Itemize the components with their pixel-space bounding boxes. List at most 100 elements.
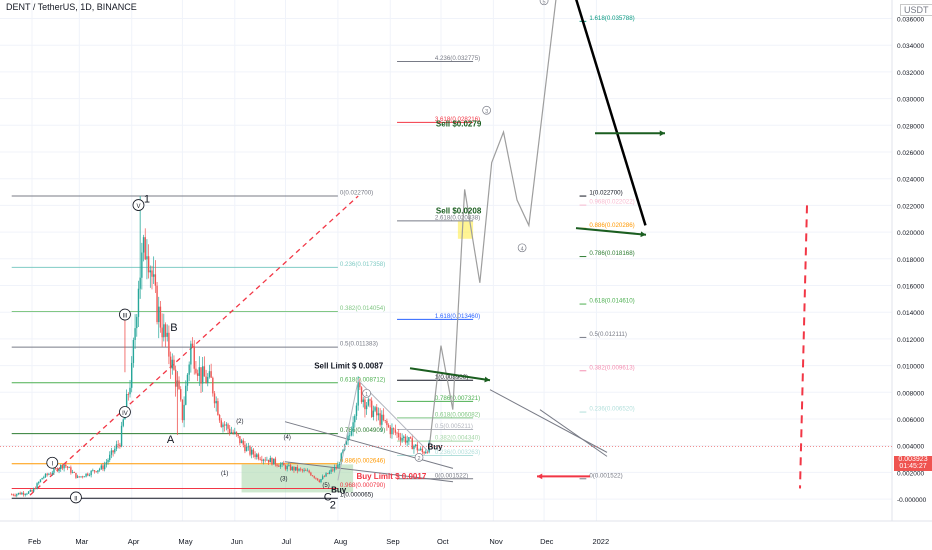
wave-label: V bbox=[136, 204, 140, 210]
candle-body bbox=[261, 459, 263, 461]
candle-body bbox=[386, 420, 388, 426]
candle-body bbox=[328, 471, 331, 474]
candle-body bbox=[21, 492, 23, 495]
candle-body bbox=[131, 362, 133, 388]
candle-body bbox=[227, 424, 229, 429]
candle-body bbox=[240, 440, 243, 444]
fib-level-label: 0.382(0.014054) bbox=[340, 305, 385, 312]
wave-label: I bbox=[51, 462, 53, 468]
candle-body bbox=[318, 480, 320, 483]
candle-body bbox=[51, 472, 53, 474]
candle-body bbox=[11, 494, 13, 496]
candle-body bbox=[132, 339, 135, 363]
candle-body bbox=[27, 491, 30, 494]
sell-0279-arrow-head bbox=[659, 130, 665, 137]
candle-body bbox=[58, 469, 60, 472]
candle-body bbox=[311, 475, 314, 477]
candle-body bbox=[195, 368, 197, 374]
candle-body bbox=[308, 470, 310, 473]
candle-body bbox=[134, 328, 136, 340]
price-tick-label: 0.030000 bbox=[897, 97, 924, 104]
candle-body bbox=[267, 459, 270, 463]
candle-body bbox=[425, 451, 427, 454]
candle-body bbox=[389, 427, 391, 435]
candle-body bbox=[345, 440, 348, 445]
candle-body bbox=[293, 466, 295, 471]
time-axis: Feb Mar Apr May Jun Jul Aug Sep Oct Nov Dec 2022 bbox=[28, 537, 609, 546]
fib-set-impulse-retracement: 0(0.022700) 0.236(0.017358) 0.382(0.014054… bbox=[11, 190, 385, 499]
candle-body bbox=[342, 450, 344, 454]
candle-body bbox=[152, 274, 155, 277]
fib-level-label: 0.5(0.012111) bbox=[589, 331, 627, 338]
candle-body bbox=[125, 393, 128, 412]
candle-body bbox=[196, 373, 199, 376]
candle-body bbox=[266, 459, 268, 461]
candle-body bbox=[191, 343, 194, 347]
candle-body bbox=[251, 449, 253, 455]
wave-label: 2 bbox=[417, 456, 420, 462]
wave-label: 5 bbox=[543, 0, 546, 5]
candle-body bbox=[193, 346, 195, 369]
chart-title: DENT / TetherUS, 1D, BINANCE bbox=[6, 2, 137, 12]
candle-body bbox=[408, 437, 410, 441]
candle-body bbox=[418, 449, 420, 451]
candle-body bbox=[142, 237, 145, 253]
fib-level-label: 0.236(0.006520) bbox=[589, 406, 634, 413]
candle-body bbox=[401, 438, 403, 441]
candle-body bbox=[159, 306, 162, 328]
candle-body bbox=[93, 470, 96, 472]
candle-body bbox=[171, 359, 173, 369]
candle-body bbox=[173, 359, 175, 370]
time-tick-label: Aug bbox=[334, 537, 347, 546]
candle-body bbox=[75, 472, 77, 478]
candle-body bbox=[327, 473, 329, 475]
candle-body bbox=[198, 367, 201, 376]
wave-label-circle bbox=[46, 456, 59, 469]
wave-label-circle bbox=[132, 199, 145, 211]
candle-body bbox=[262, 459, 265, 461]
candle-body bbox=[158, 306, 160, 323]
candle-body bbox=[78, 476, 81, 478]
channel-line-upper bbox=[489, 389, 608, 453]
candle-body bbox=[244, 444, 246, 452]
candle-body bbox=[347, 435, 349, 441]
price-tick-label: 0.008000 bbox=[897, 390, 924, 397]
candle-body bbox=[355, 405, 358, 416]
price-tick-label: 0.006000 bbox=[897, 417, 924, 424]
price-tick-label: 0.024000 bbox=[897, 177, 924, 184]
candle-body bbox=[362, 399, 364, 403]
candle-body bbox=[370, 400, 373, 418]
candle-body bbox=[73, 471, 75, 473]
time-tick-label: Feb bbox=[28, 537, 41, 546]
fib-level-label: 0.886(0.020286) bbox=[589, 222, 634, 229]
quote-currency-badge[interactable]: USDT bbox=[900, 4, 932, 16]
candle-body bbox=[107, 460, 109, 463]
candle-body bbox=[252, 449, 255, 455]
candle-body bbox=[200, 367, 202, 384]
price-tick-label: 0.002000 bbox=[897, 470, 924, 477]
candle-body bbox=[411, 438, 413, 450]
wave-label: III bbox=[122, 314, 127, 320]
fib-trend-line-right bbox=[799, 205, 808, 489]
candle-body bbox=[163, 324, 165, 338]
candle-body bbox=[181, 399, 184, 421]
fib-level-label: 0.786(0.018168) bbox=[589, 250, 634, 257]
candle-body bbox=[376, 407, 378, 416]
candle-body bbox=[44, 473, 47, 478]
candle-body bbox=[369, 399, 371, 401]
candle-body bbox=[333, 467, 336, 471]
candle-body bbox=[41, 477, 43, 480]
wedge-line-upper bbox=[284, 421, 454, 469]
candle-body bbox=[392, 428, 395, 430]
price-tick-label: 0.032000 bbox=[897, 70, 924, 77]
wave-label-circle bbox=[362, 388, 371, 398]
candle-body bbox=[257, 454, 260, 459]
wave-label: (1) bbox=[221, 471, 228, 477]
candle-body bbox=[288, 465, 290, 466]
candle-body bbox=[220, 420, 222, 428]
candle-body bbox=[83, 476, 86, 478]
fib-level-label: 0(0.001522) bbox=[589, 472, 622, 479]
candle-body bbox=[188, 364, 190, 375]
candle-body bbox=[12, 494, 15, 496]
